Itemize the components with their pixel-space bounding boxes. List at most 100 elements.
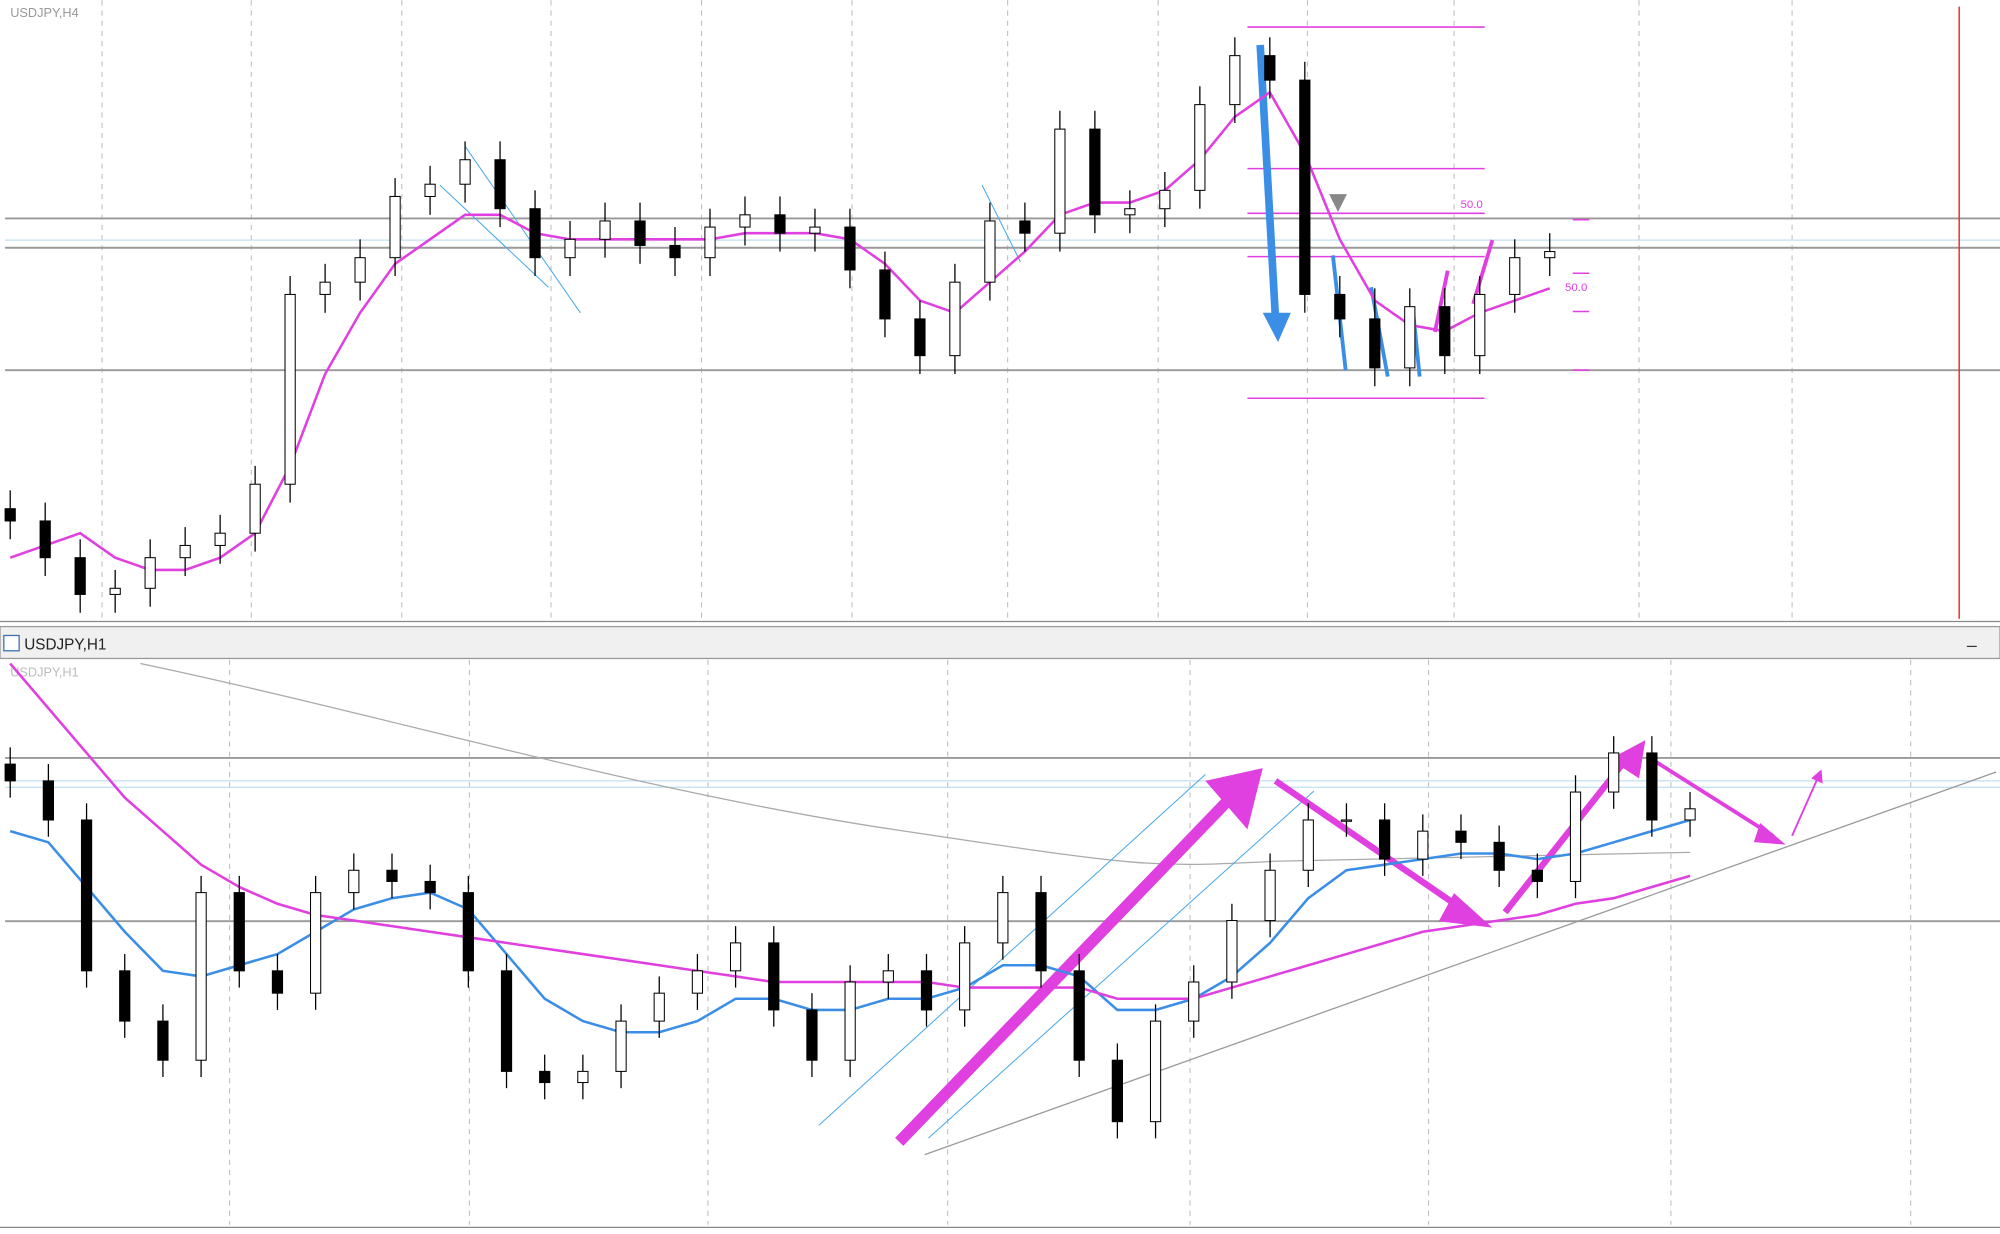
candle-body bbox=[1226, 920, 1238, 983]
candle-body bbox=[984, 220, 996, 283]
candle-body bbox=[564, 238, 576, 259]
candle-body bbox=[233, 892, 245, 972]
candle-body bbox=[1188, 981, 1200, 1022]
candle-body bbox=[500, 970, 513, 1072]
candle-body bbox=[997, 892, 1009, 944]
candle-body bbox=[1369, 318, 1381, 369]
candle-body bbox=[1111, 1059, 1123, 1123]
candle-body bbox=[348, 869, 360, 894]
candle-body bbox=[1404, 306, 1416, 369]
candle-body bbox=[599, 220, 611, 240]
candle-body bbox=[539, 1070, 551, 1084]
candle-body bbox=[1089, 128, 1101, 216]
candle-body bbox=[1417, 830, 1429, 860]
candle-body bbox=[319, 281, 331, 295]
candle-body bbox=[1073, 970, 1085, 1061]
candle-body bbox=[424, 183, 436, 197]
chart-title: USDJPY,H4 bbox=[10, 5, 79, 20]
candle-body bbox=[462, 892, 474, 972]
minimize-button[interactable]: – bbox=[1967, 635, 1977, 655]
candle-body bbox=[1439, 306, 1451, 357]
candle-body bbox=[1646, 752, 1658, 821]
candle-body bbox=[4, 508, 16, 522]
candle-body bbox=[284, 293, 296, 485]
candle-body bbox=[494, 159, 506, 210]
candle-body bbox=[271, 970, 284, 994]
candle-body bbox=[310, 892, 322, 994]
candle-body bbox=[1302, 819, 1314, 871]
candle-body bbox=[1531, 869, 1543, 882]
candle-body bbox=[844, 981, 856, 1061]
candle-body bbox=[634, 220, 646, 246]
candle-body bbox=[844, 226, 856, 271]
candle-body bbox=[1229, 55, 1241, 106]
candle-body bbox=[1264, 55, 1276, 81]
candle-body bbox=[729, 942, 742, 972]
candle-body bbox=[1608, 752, 1620, 793]
candle-body bbox=[354, 257, 366, 283]
candle-body bbox=[1509, 257, 1521, 295]
window-icon bbox=[3, 634, 20, 652]
candle-body bbox=[42, 780, 54, 821]
candle-body bbox=[386, 869, 398, 882]
bottom-arrows bbox=[895, 740, 1823, 1146]
candle-body bbox=[1474, 293, 1486, 357]
candle-body bbox=[882, 970, 894, 983]
candle-body bbox=[768, 942, 780, 1011]
candle-body bbox=[959, 942, 971, 1011]
candle-body bbox=[1019, 220, 1031, 234]
candle-body bbox=[653, 992, 665, 1022]
candle-body bbox=[195, 892, 207, 1061]
candle-body bbox=[119, 970, 131, 1022]
candle-body bbox=[691, 970, 704, 994]
candle-body bbox=[109, 587, 121, 595]
candle-body bbox=[774, 214, 786, 234]
candle-body bbox=[1194, 104, 1206, 191]
candle-body bbox=[1544, 251, 1556, 259]
fib-label: 50.0 bbox=[1565, 282, 1587, 294]
candle-body bbox=[1684, 808, 1696, 821]
candle-body bbox=[529, 208, 541, 259]
candle-body bbox=[577, 1070, 589, 1084]
candle-body bbox=[806, 1009, 818, 1061]
plots bbox=[4, 37, 1696, 1139]
candle-body bbox=[1334, 293, 1346, 320]
candle-body bbox=[914, 318, 926, 357]
candle-body bbox=[1124, 208, 1136, 216]
candle-body bbox=[4, 763, 16, 782]
candle-body bbox=[1054, 128, 1066, 234]
candle-body bbox=[459, 159, 471, 185]
candle-body bbox=[249, 483, 261, 534]
bottom-grid bbox=[229, 659, 1912, 1225]
candle-body bbox=[1493, 841, 1505, 871]
candle-body bbox=[1299, 79, 1311, 295]
fib-label: 50.0 bbox=[1460, 199, 1482, 211]
candle-body bbox=[920, 970, 933, 1011]
candle-body bbox=[704, 226, 716, 259]
candle-body bbox=[949, 281, 961, 357]
candle-body bbox=[739, 214, 751, 228]
candle-body bbox=[1379, 819, 1391, 860]
candle-body bbox=[424, 880, 436, 894]
candle-body bbox=[80, 819, 93, 972]
top-levels bbox=[5, 6, 2000, 619]
candle-body bbox=[74, 557, 86, 595]
candle-body bbox=[615, 1020, 627, 1072]
candle-body bbox=[39, 520, 51, 559]
candle-body bbox=[879, 269, 891, 320]
candle-body bbox=[389, 195, 401, 259]
candle-body bbox=[144, 557, 156, 589]
candle-body bbox=[1159, 189, 1171, 210]
candle-body bbox=[1035, 892, 1047, 972]
window-title: USDJPY,H1 bbox=[24, 637, 106, 654]
chart-title: USDJPY,H1 bbox=[10, 664, 79, 679]
candle-body bbox=[1340, 819, 1353, 822]
candle-body bbox=[1569, 791, 1582, 882]
candle-body bbox=[669, 244, 681, 259]
candle-body bbox=[1149, 1020, 1162, 1123]
candle-body bbox=[157, 1020, 169, 1061]
candle-body bbox=[179, 544, 191, 559]
